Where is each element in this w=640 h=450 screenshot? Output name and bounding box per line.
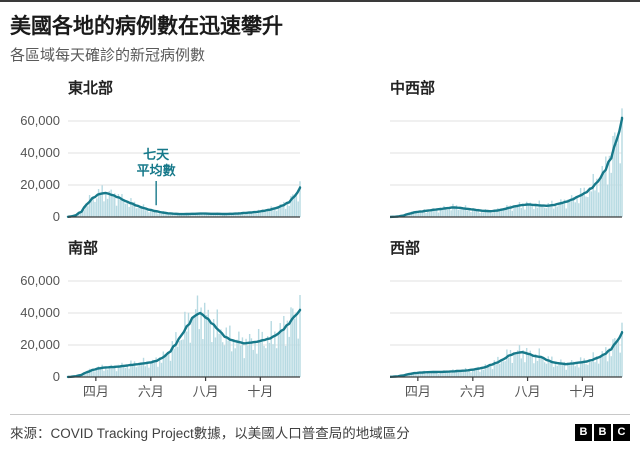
svg-text:十月: 十月 <box>247 384 273 399</box>
svg-text:四月: 四月 <box>405 384 431 399</box>
svg-text:四月: 四月 <box>83 384 109 399</box>
panel-title-midwest: 中西部 <box>390 80 436 98</box>
chart-panel-midwest: 中西部 <box>390 77 628 225</box>
chart-midwest <box>390 108 624 219</box>
bbc-logo-block-c: C <box>613 423 630 441</box>
svg-text:60,000: 60,000 <box>20 113 60 128</box>
svg-text:20,000: 20,000 <box>20 337 60 352</box>
charts-grid: 東北部 0 20,000 40,000 60,000 七天 平均數 中西部 南部 0 20,… <box>10 77 630 403</box>
footer: 來源：COVID Tracking Project數據，以美國人口普查局的地域區… <box>10 414 630 450</box>
page-subtitle: 各區域每天確診的新冠病例數 <box>10 47 206 65</box>
svg-text:60,000: 60,000 <box>20 273 60 288</box>
svg-text:七天: 七天 <box>143 147 170 162</box>
chart-panel-west: 西部 四月 六月 八月 十月 <box>390 237 628 403</box>
svg-text:平均數: 平均數 <box>137 163 176 178</box>
panel-title-northeast: 東北部 <box>68 80 114 98</box>
chart-south: 0 20,000 40,000 60,000 四月 六月 八月 十月 <box>20 273 302 399</box>
bbc-logo-block-b2: B <box>594 423 611 441</box>
svg-text:40,000: 40,000 <box>20 305 60 320</box>
svg-text:十月: 十月 <box>569 384 595 399</box>
svg-text:六月: 六月 <box>460 384 486 399</box>
bbc-logo: B B C <box>575 423 630 441</box>
svg-text:六月: 六月 <box>138 384 164 399</box>
chart-panel-south: 南部 0 20,000 40,000 60,000 四月 六月 八月 十月 <box>10 237 306 403</box>
panel-title-west: 西部 <box>390 240 421 258</box>
chart-panel-northeast: 東北部 0 20,000 40,000 60,000 七天 平均數 <box>10 77 306 225</box>
svg-text:0: 0 <box>53 369 60 384</box>
svg-text:八月: 八月 <box>193 384 219 399</box>
svg-text:40,000: 40,000 <box>20 145 60 160</box>
page-title: 美國各地的病例數在迅速攀升 <box>10 15 283 38</box>
chart-west: 四月 六月 八月 十月 <box>390 280 624 399</box>
bbc-logo-block-b1: B <box>575 423 592 441</box>
svg-text:八月: 八月 <box>515 384 541 399</box>
panel-title-south: 南部 <box>68 240 99 258</box>
svg-text:0: 0 <box>53 209 60 224</box>
source-text: 來源：COVID Tracking Project數據，以美國人口普查局的地域區… <box>10 426 410 441</box>
svg-text:20,000: 20,000 <box>20 177 60 192</box>
